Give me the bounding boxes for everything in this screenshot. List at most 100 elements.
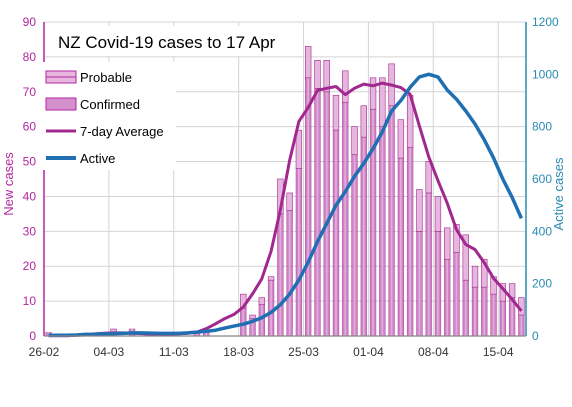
bar-probable	[434, 196, 442, 232]
chart-title: NZ Covid-19 cases to 17 Apr	[58, 33, 276, 52]
legend-item-confirmed: Confirmed	[45, 97, 140, 112]
title-background	[48, 26, 284, 56]
legend-label-probable: Probable	[80, 70, 132, 85]
bar-probable	[453, 224, 460, 253]
bar-confirmed-highlight	[362, 137, 365, 336]
bar-confirmed-highlight	[464, 280, 467, 336]
bar-confirmed-highlight	[474, 287, 476, 336]
bar-series	[45, 46, 525, 337]
right-tick-label: 800	[532, 120, 552, 134]
x-tick-label: 25-03	[288, 345, 319, 359]
right-tick-label: 200	[532, 277, 552, 291]
bar-confirmed-highlight	[242, 308, 245, 336]
bar-probable	[481, 258, 488, 288]
left-axis-ticks: 0 10 20 30 40 50 60 70 80 90	[23, 15, 37, 343]
bar-confirmed-highlight	[418, 231, 421, 336]
bar-confirmed-highlight	[400, 158, 402, 336]
bar-confirmed-highlight	[372, 109, 374, 336]
right-tick-label: 1200	[532, 15, 559, 29]
bar-probable	[249, 314, 256, 319]
bar-confirmed-highlight	[279, 213, 282, 336]
bar-probable	[416, 189, 423, 232]
legend-item-7day-average: 7-day Average	[46, 124, 164, 139]
bar-confirmed-highlight	[455, 252, 458, 336]
bar-confirmed-highlight	[409, 147, 411, 336]
legend-label-confirmed: Confirmed	[80, 97, 140, 112]
bar-confirmed-highlight	[335, 130, 337, 336]
x-tick-label: 08-04	[418, 345, 449, 359]
bar-probable	[267, 276, 275, 281]
left-axis-title: New cases	[1, 152, 16, 216]
legend-label-active: Active	[80, 151, 115, 166]
left-tick-label: 0	[29, 329, 36, 343]
bar-probable	[471, 265, 479, 288]
bar-confirmed-highlight	[353, 154, 356, 336]
bar-confirmed-highlight	[288, 210, 291, 336]
bar-confirmed-highlight	[437, 231, 439, 336]
left-tick-label: 30	[23, 224, 37, 238]
left-tick-label: 20	[23, 259, 37, 273]
x-tick-label: 26-02	[29, 345, 60, 359]
left-tick-label: 60	[23, 120, 37, 134]
bar-probable	[397, 119, 405, 159]
bar-confirmed-highlight	[446, 259, 449, 336]
x-tick-label: 15-04	[483, 345, 514, 359]
bar-probable	[351, 126, 358, 155]
left-tick-label: 90	[23, 15, 37, 29]
right-axis-title: Active cases	[551, 157, 566, 230]
bar-probable	[342, 70, 349, 103]
right-axis-ticks: 0 200 400 600 800 1000 1200	[532, 15, 559, 343]
bar-confirmed-highlight	[344, 102, 347, 336]
x-tick-label: 01-04	[353, 345, 384, 359]
bar-probable	[314, 60, 321, 89]
bar-probable	[323, 60, 330, 93]
x-axis-ticks: 26-02 04-03 11-03 18-03 25-03 01-04 08-04 15-04	[29, 345, 514, 359]
bar-probable	[425, 161, 432, 194]
legend-label-7day-average: 7-day Average	[80, 124, 164, 139]
left-tick-label: 80	[23, 50, 37, 64]
bar-confirmed-highlight	[492, 294, 495, 336]
legend: Probable Confirmed 7-day Average Active	[40, 62, 176, 170]
x-tick-label: 11-03	[159, 345, 189, 359]
right-tick-label: 600	[532, 172, 552, 186]
bar-confirmed-highlight	[307, 77, 310, 337]
bar-confirmed-highlight	[298, 168, 300, 336]
bar-confirmed-highlight	[381, 126, 384, 337]
left-tick-label: 40	[23, 189, 37, 203]
legend-swatch-confirmed	[45, 97, 77, 111]
x-tick-label: 18-03	[223, 345, 254, 359]
bar-probable	[258, 297, 266, 305]
x-tick-label: 04-03	[94, 345, 125, 359]
bar-confirmed-highlight	[483, 287, 486, 336]
bar-confirmed-highlight	[251, 318, 254, 336]
bar-confirmed-highlight	[316, 88, 319, 337]
bar-probable	[444, 227, 451, 260]
bar-probable	[304, 46, 312, 79]
bar-probable	[286, 192, 293, 211]
left-tick-label: 50	[23, 155, 37, 169]
legend-item-active: Active	[46, 151, 115, 166]
bar-confirmed-highlight	[427, 192, 430, 336]
bar-probable	[360, 105, 367, 138]
right-tick-label: 0	[532, 329, 539, 343]
bar-confirmed-highlight	[205, 332, 208, 336]
line-active	[48, 72, 524, 337]
right-tick-label: 1000	[532, 67, 559, 81]
bar-probable	[369, 77, 377, 110]
bar-probable	[332, 94, 340, 131]
bar-confirmed-highlight	[511, 297, 513, 336]
bar-probable	[379, 77, 386, 127]
left-tick-label: 10	[23, 294, 37, 308]
bar-confirmed-highlight	[520, 315, 523, 336]
right-tick-label: 400	[532, 224, 552, 238]
left-tick-label: 70	[23, 85, 37, 99]
bar-confirmed-highlight	[270, 280, 272, 336]
bar-confirmed-highlight	[390, 105, 393, 336]
bar-confirmed-highlight	[260, 304, 263, 336]
bar-probable	[462, 234, 469, 281]
legend-item-probable: Probable	[45, 70, 132, 85]
line-series	[48, 72, 524, 338]
bar-confirmed-highlight	[501, 301, 504, 336]
bar-probable	[295, 129, 303, 169]
